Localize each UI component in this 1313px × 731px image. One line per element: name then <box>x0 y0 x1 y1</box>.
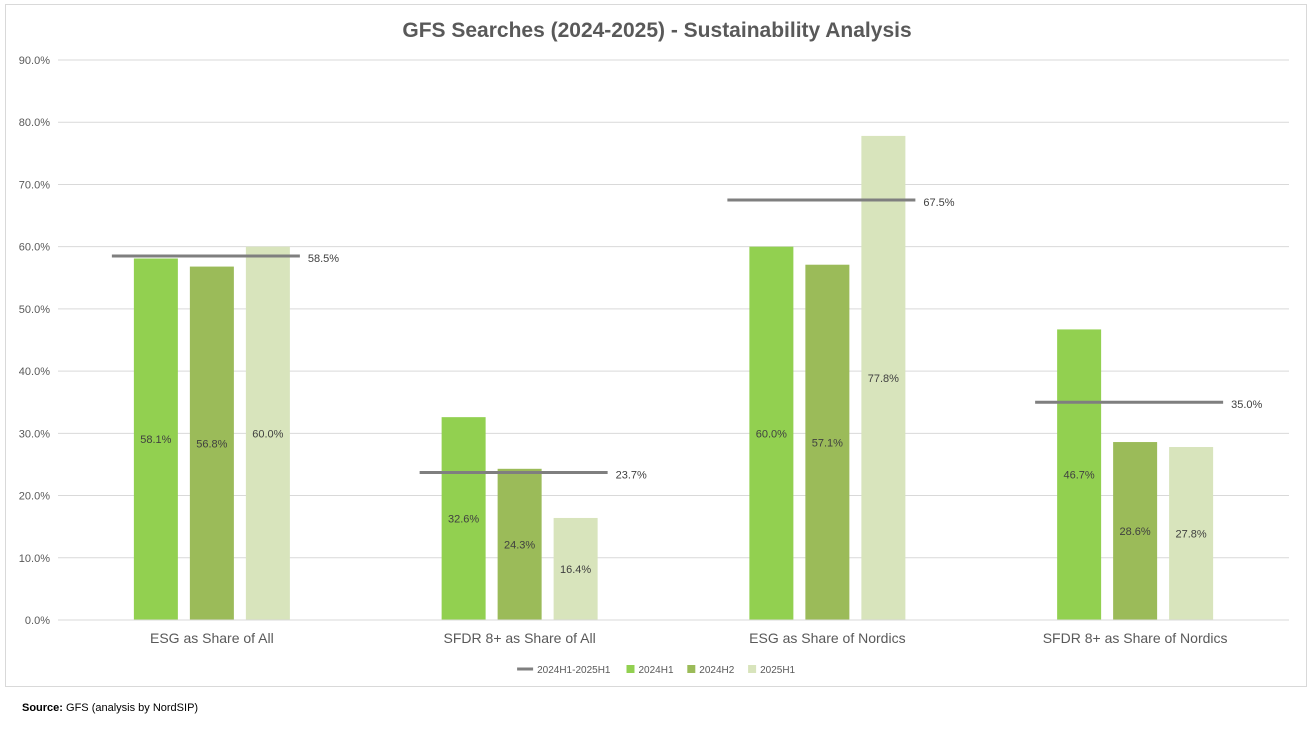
average-data-label: 58.5% <box>308 253 339 265</box>
bar-data-label: 28.6% <box>1120 526 1151 538</box>
y-tick-label: 30.0% <box>19 428 50 440</box>
bar <box>1057 329 1102 620</box>
legend-label: 2025H1 <box>760 665 795 676</box>
y-tick-label: 50.0% <box>19 304 50 316</box>
legend-label: 2024H2 <box>699 665 734 676</box>
bar <box>1113 442 1158 620</box>
bar <box>553 517 598 620</box>
bar <box>441 417 486 620</box>
bar-data-label: 24.3% <box>504 539 535 551</box>
bar <box>1169 447 1214 620</box>
bar <box>497 468 542 620</box>
bar <box>749 246 794 620</box>
bar <box>861 135 906 620</box>
bar-data-label: 56.8% <box>196 438 227 450</box>
average-data-label: 67.5% <box>923 197 954 209</box>
chart-legend: 2024H1-2025H1 2024H1 2024H2 2025H1 <box>517 665 796 676</box>
bar <box>245 246 290 620</box>
y-tick-label: 80.0% <box>19 117 50 129</box>
y-tick-label: 40.0% <box>19 366 50 378</box>
bar-data-label: 16.4% <box>560 564 591 576</box>
x-tick-label: SFDR 8+ as Share of Nordics <box>1043 630 1228 646</box>
chart-frame: GFS Searches (2024-2025) - Sustainabilit… <box>5 4 1307 687</box>
bar <box>805 264 850 620</box>
y-tick-label: 0.0% <box>25 615 50 627</box>
legend-swatch <box>687 665 696 673</box>
legend-swatch <box>748 665 757 673</box>
bar-chart: GFS Searches (2024-2025) - Sustainabilit… <box>19 19 1289 676</box>
y-tick-label: 10.0% <box>19 553 50 565</box>
y-tick-label: 20.0% <box>19 491 50 503</box>
y-tick-label: 60.0% <box>19 242 50 254</box>
bar-data-label: 32.6% <box>448 514 479 526</box>
bar-data-label: 27.8% <box>1176 529 1207 541</box>
source-label: Source: <box>22 702 63 714</box>
legend-swatch <box>626 665 635 673</box>
source-text: GFS (analysis by NordSIP) <box>62 702 199 714</box>
x-tick-label: ESG as Share of All <box>150 630 274 646</box>
bar-data-label: 77.8% <box>868 373 899 385</box>
bar <box>189 266 234 620</box>
legend-label: 2024H1 <box>639 665 674 676</box>
average-data-label: 35.0% <box>1231 399 1262 411</box>
bar-data-label: 58.1% <box>140 434 171 446</box>
bar-data-label: 46.7% <box>1064 470 1095 482</box>
legend-label: 2024H1-2025H1 <box>537 665 611 676</box>
bar <box>133 258 178 620</box>
average-data-label: 23.7% <box>616 470 647 482</box>
x-tick-label: SFDR 8+ as Share of All <box>444 630 596 646</box>
source-note: Source: GFS (analysis by NordSIP) <box>22 702 198 714</box>
bar-data-label: 60.0% <box>252 428 283 440</box>
y-tick-label: 70.0% <box>19 179 50 191</box>
chart-title: GFS Searches (2024-2025) - Sustainabilit… <box>402 19 911 42</box>
bar-data-label: 57.1% <box>812 437 843 449</box>
bar-data-label: 60.0% <box>756 428 787 440</box>
x-tick-label: ESG as Share of Nordics <box>749 630 905 646</box>
y-tick-label: 90.0% <box>19 55 50 67</box>
